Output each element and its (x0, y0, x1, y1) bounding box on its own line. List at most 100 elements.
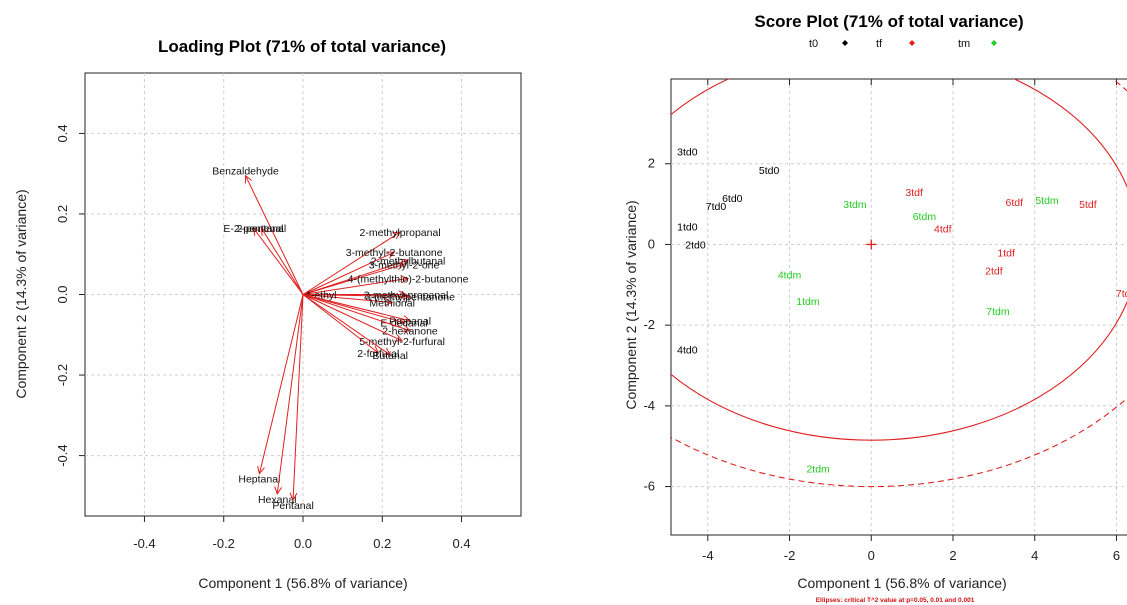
loading-vector-label: Heptanal (238, 474, 280, 486)
loading-arrow-shaft (276, 294, 304, 494)
loading-vector-label: Methional (369, 298, 415, 310)
loading-x-axis-label: Component 1 (56.8% of variance) (198, 575, 407, 591)
loading-arrow-shaft (260, 227, 304, 295)
loading-x-tick-label: 0.4 (453, 536, 471, 551)
loading-grid (85, 73, 521, 516)
loading-arrow-shaft (302, 277, 409, 295)
score-point-label: 1tdf (997, 248, 1015, 260)
loading-plot: Loading Plot (71% of total variance) -0.… (13, 37, 522, 591)
score-point-label: 3tdf (905, 187, 923, 199)
score-x-tick-label: 6 (1113, 548, 1120, 563)
score-y-tick-label: -6 (643, 479, 655, 494)
score-x-tick-label: -4 (702, 548, 714, 563)
score-legend-marker (909, 40, 915, 46)
score-point-label: 6tdm (913, 211, 937, 223)
score-point-label: 5tdm (1035, 195, 1059, 207)
score-x-tick-label: 2 (949, 548, 956, 563)
loading-x-tick-label: 0.0 (294, 536, 312, 551)
score-legend: t0 tf tm (809, 38, 997, 50)
score-point-label: 7tdf (1116, 288, 1127, 300)
loading-arrow-shaft (302, 294, 379, 354)
loading-arrow-head (370, 345, 380, 354)
score-plot-title: Score Plot (71% of total variance) (754, 12, 1023, 31)
loading-arrow-head (402, 324, 412, 333)
loading-arrow-shaft (302, 294, 405, 324)
loading-y-tick-label: -0.2 (55, 364, 70, 386)
loading-arrow-shaft (302, 263, 405, 295)
loading-vector-label: Pentanal (272, 500, 313, 512)
score-plot-frame (670, 78, 1127, 536)
loading-arrow-shaft (253, 227, 304, 295)
loading-vector-label: Benzaldehyde (212, 166, 279, 178)
score-y-tick-label: 0 (648, 236, 655, 251)
loading-arrow-shaft (302, 294, 391, 356)
loading-arrow-head (386, 251, 396, 259)
loading-y-tick-label: -0.4 (55, 444, 70, 466)
score-confidence-ellipse (671, 79, 1127, 441)
loading-arrow-head (289, 492, 298, 502)
score-y-tick-label: 2 (648, 156, 655, 171)
score-legend-marker (991, 40, 997, 46)
score-point-label: 1td0 (677, 221, 698, 233)
loading-arrow-head (400, 275, 410, 284)
loading-vector-label: Hexanal (258, 494, 297, 506)
score-y-tick-label: -4 (643, 398, 655, 413)
loading-arrow-head (392, 231, 402, 240)
score-point-label: 2tdm (806, 463, 830, 475)
loading-arrow-head (396, 262, 406, 271)
score-point-label: 6tdf (1006, 197, 1024, 209)
loading-arrow-shaft (302, 294, 411, 332)
loading-y-tick-label: 0.2 (55, 205, 70, 223)
score-point-label: 4tdf (934, 223, 952, 235)
score-legend-label: t0 (809, 38, 818, 50)
score-point-label: 2td0 (685, 239, 706, 251)
loading-x-tick-label: 0.2 (373, 536, 391, 551)
score-point-label: 6td0 (722, 193, 743, 205)
loading-arrow-head (402, 315, 412, 323)
loading-arrow-head (260, 227, 269, 236)
loading-ticks: -0.4 -0.2 0.0 0.2 0.4 -0.4 -0.2 0.0 0.2 0.4 (55, 124, 471, 551)
loading-vector-label: Butanal (372, 350, 408, 362)
loading-arrow-shaft (302, 231, 401, 295)
loading-vector-label: 2-furfural (357, 348, 399, 360)
loading-arrow-shaft (245, 175, 304, 295)
loading-arrow-head (394, 334, 404, 342)
score-ticks: -4 -2 0 2 4 6 -6 -4 -2 0 2 (643, 79, 1120, 563)
loading-x-tick-label: -0.4 (133, 536, 155, 551)
loading-arrow-head (382, 347, 392, 356)
score-footnote: Ellipses: critical T^2 value at p=0.05, … (816, 596, 975, 604)
score-legend-marker (842, 40, 848, 46)
score-point-label: 7td0 (706, 201, 727, 213)
loading-x-tick-label: -0.2 (213, 536, 235, 551)
loading-arrow-head (274, 486, 283, 495)
loading-arrow-shaft (258, 294, 304, 474)
loading-arrow-head (402, 292, 412, 301)
score-confidence-ellipse (671, 79, 1127, 488)
score-point-label: 1tdm (796, 296, 820, 308)
loading-arrow-shaft (302, 294, 403, 342)
loading-y-axis-label: Component 2 (14.3% of variance) (13, 189, 29, 398)
score-ellipses (671, 79, 1127, 488)
score-y-tick-label: -2 (643, 317, 655, 332)
loading-vector-label: 2-pentanal (237, 223, 287, 235)
score-x-axis-label: Component 1 (56.8% of variance) (797, 575, 1006, 591)
loading-vector-label: 2-methyl-propanal (364, 290, 449, 302)
loading-arrow-shaft (302, 294, 393, 304)
loading-vector-label: 4-ethyl (305, 290, 337, 302)
loading-arrow-shaft (292, 294, 304, 500)
score-grid (671, 79, 1127, 535)
loading-vector-label: E-decanal (380, 318, 427, 330)
loading-vector-label: 2-methylbutanal (371, 255, 446, 267)
score-point-label: 4td0 (677, 344, 698, 356)
loading-arrow-head (244, 174, 253, 184)
score-point-label: 3tdm (843, 199, 867, 211)
loading-vector-label: 5-methyl-2-furfural (359, 336, 445, 348)
loading-y-tick-label: 0.0 (55, 285, 70, 303)
loading-arrow-head (252, 227, 261, 236)
loading-vector-label: 3-methyl-2-butanone (346, 247, 443, 259)
loading-vector-label: 3-methyl-2-one (369, 259, 440, 271)
loading-vector-label: 3-methylpentanone (365, 292, 455, 304)
score-point-label: 7tdm (986, 306, 1010, 318)
score-point-label: 5td0 (759, 165, 780, 177)
